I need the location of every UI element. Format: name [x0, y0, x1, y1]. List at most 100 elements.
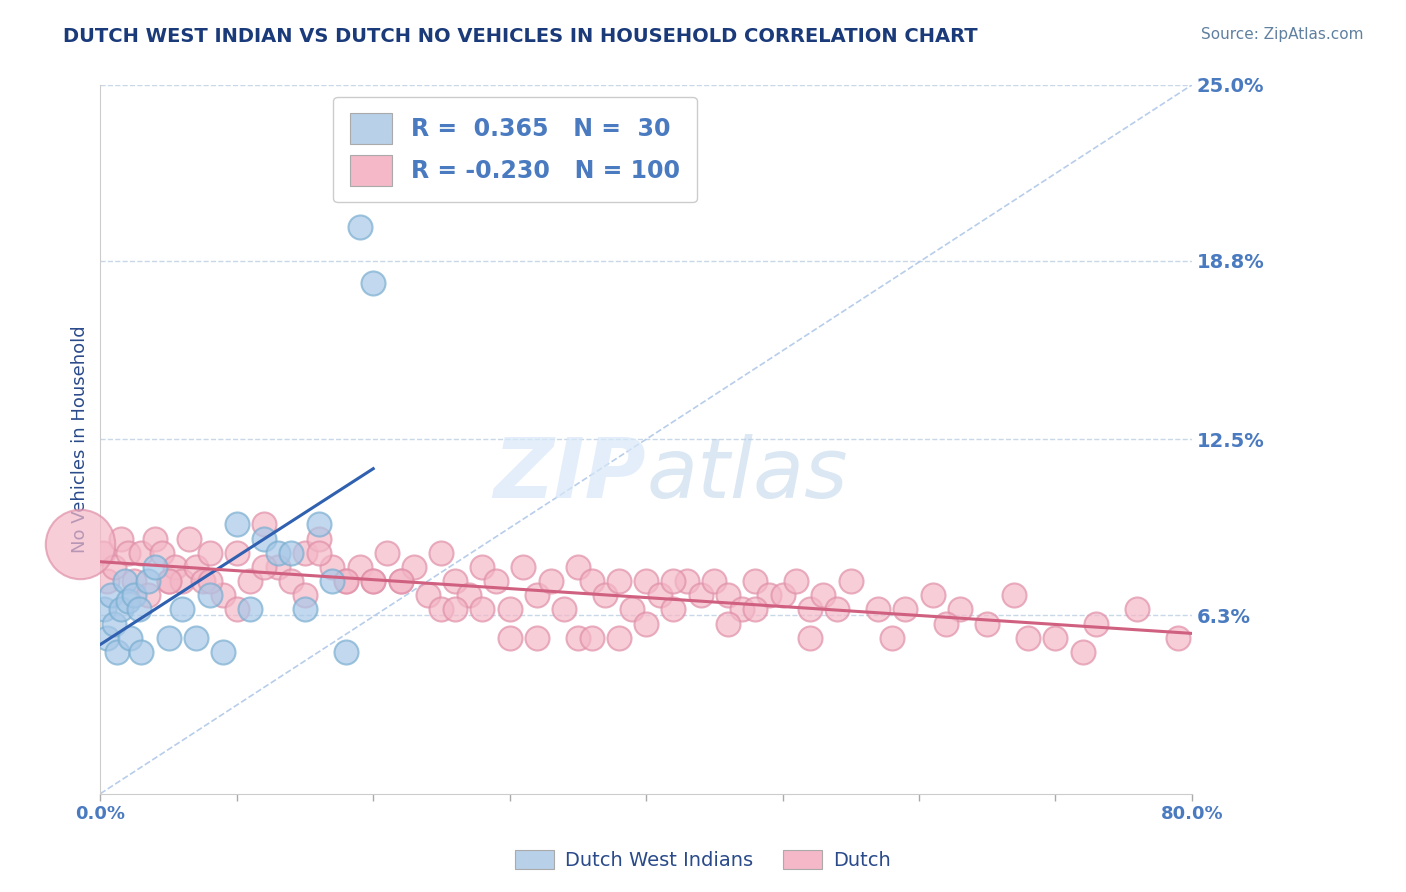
Point	[136, 588, 159, 602]
Point	[239, 602, 262, 616]
Point	[280, 546, 302, 560]
Text: atlas: atlas	[647, 434, 848, 516]
Point	[239, 574, 262, 588]
Point	[212, 588, 235, 602]
Point	[136, 574, 159, 588]
Point	[689, 588, 711, 602]
Point	[1004, 588, 1026, 602]
Point	[157, 631, 180, 645]
Point	[730, 602, 752, 616]
Point	[129, 546, 152, 560]
Point	[880, 631, 903, 645]
Point	[321, 560, 343, 574]
Point	[894, 602, 917, 616]
Point	[143, 532, 166, 546]
Point	[540, 574, 562, 588]
Point	[621, 602, 644, 616]
Point	[308, 517, 330, 532]
Point	[581, 631, 603, 645]
Point	[143, 560, 166, 574]
Point	[526, 631, 548, 645]
Point	[198, 546, 221, 560]
Point	[96, 574, 118, 588]
Point	[457, 588, 479, 602]
Text: ZIP: ZIP	[494, 434, 647, 516]
Point	[1045, 631, 1067, 645]
Point	[253, 532, 276, 546]
Point	[172, 602, 194, 616]
Point	[430, 602, 453, 616]
Point	[253, 517, 276, 532]
Point	[744, 574, 766, 588]
Point	[416, 588, 439, 602]
Point	[607, 574, 630, 588]
Point	[103, 616, 125, 631]
Point	[935, 616, 957, 631]
Point	[361, 277, 384, 291]
Point	[485, 574, 508, 588]
Point	[117, 546, 139, 560]
Point	[498, 602, 520, 616]
Point	[129, 645, 152, 659]
Point	[976, 616, 998, 631]
Y-axis label: No Vehicles in Household: No Vehicles in Household	[72, 326, 89, 553]
Point	[1017, 631, 1039, 645]
Point	[198, 588, 221, 602]
Point	[430, 546, 453, 560]
Point	[361, 574, 384, 588]
Point	[253, 560, 276, 574]
Point	[128, 602, 150, 616]
Point	[389, 574, 412, 588]
Point	[825, 602, 848, 616]
Point	[120, 631, 142, 645]
Point	[96, 631, 118, 645]
Point	[103, 560, 125, 574]
Point	[636, 574, 658, 588]
Point	[225, 546, 247, 560]
Point	[404, 560, 426, 574]
Point	[471, 560, 494, 574]
Point	[581, 574, 603, 588]
Point	[157, 574, 180, 588]
Point	[110, 602, 132, 616]
Point	[512, 560, 534, 574]
Point	[198, 574, 221, 588]
Point	[361, 574, 384, 588]
Point	[799, 602, 821, 616]
Point	[839, 574, 862, 588]
Point	[799, 631, 821, 645]
Point	[308, 532, 330, 546]
Point	[471, 602, 494, 616]
Point	[335, 574, 357, 588]
Point	[294, 546, 316, 560]
Point	[110, 532, 132, 546]
Point	[717, 588, 740, 602]
Point	[785, 574, 807, 588]
Point	[267, 560, 290, 574]
Point	[157, 574, 180, 588]
Point	[69, 537, 91, 551]
Point	[100, 588, 122, 602]
Point	[648, 588, 671, 602]
Point	[225, 602, 247, 616]
Point	[1085, 616, 1108, 631]
Point	[744, 602, 766, 616]
Point	[335, 574, 357, 588]
Point	[349, 560, 371, 574]
Point	[93, 602, 115, 616]
Point	[349, 219, 371, 234]
Point	[375, 546, 398, 560]
Text: Source: ZipAtlas.com: Source: ZipAtlas.com	[1201, 27, 1364, 42]
Point	[150, 546, 173, 560]
Point	[124, 588, 146, 602]
Legend: R =  0.365   N =  30, R = -0.230   N = 100: R = 0.365 N = 30, R = -0.230 N = 100	[333, 96, 697, 202]
Point	[1071, 645, 1094, 659]
Point	[267, 546, 290, 560]
Point	[636, 616, 658, 631]
Legend: Dutch West Indians, Dutch: Dutch West Indians, Dutch	[508, 842, 898, 878]
Point	[172, 574, 194, 588]
Point	[321, 574, 343, 588]
Point	[444, 602, 467, 616]
Point	[335, 645, 357, 659]
Point	[921, 588, 943, 602]
